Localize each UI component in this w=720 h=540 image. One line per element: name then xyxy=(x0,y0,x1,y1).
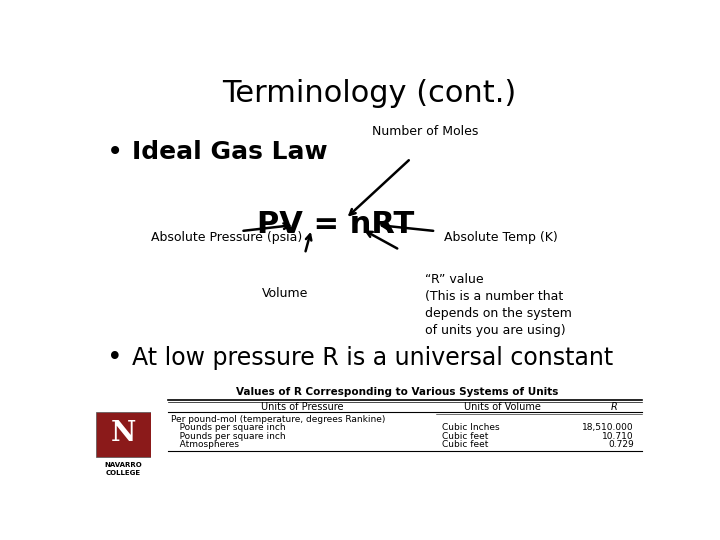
Text: At low pressure R is a universal constant: At low pressure R is a universal constan… xyxy=(132,346,613,370)
Text: Per pound-mol (temperature, degrees Rankine): Per pound-mol (temperature, degrees Rank… xyxy=(171,415,385,424)
Text: PV = nRT: PV = nRT xyxy=(257,211,414,239)
Text: Cubic feet: Cubic feet xyxy=(441,431,488,441)
Text: Cubic feet: Cubic feet xyxy=(441,440,488,449)
Text: 18,510.000: 18,510.000 xyxy=(582,423,634,433)
Text: Atmospheres: Atmospheres xyxy=(171,440,239,449)
Text: •: • xyxy=(107,345,122,371)
Text: Ideal Gas Law: Ideal Gas Law xyxy=(132,140,328,164)
Text: •: • xyxy=(107,138,123,166)
Text: Pounds per square inch: Pounds per square inch xyxy=(171,423,286,433)
Text: Absolute Temp (K): Absolute Temp (K) xyxy=(444,231,558,244)
Text: R: R xyxy=(611,402,618,412)
Text: Values of R Corresponding to Various Systems of Units: Values of R Corresponding to Various Sys… xyxy=(235,387,558,397)
Text: 0.729: 0.729 xyxy=(608,440,634,449)
Text: 10.710: 10.710 xyxy=(603,431,634,441)
Text: Pounds per square inch: Pounds per square inch xyxy=(171,431,286,441)
Text: “R” value
(This is a number that
depends on the system
of units you are using): “R” value (This is a number that depends… xyxy=(425,273,572,337)
Text: Cubic Inches: Cubic Inches xyxy=(441,423,499,433)
Text: Volume: Volume xyxy=(262,287,308,300)
Text: Units of Volume: Units of Volume xyxy=(464,402,541,412)
Text: Terminology (cont.): Terminology (cont.) xyxy=(222,79,516,109)
Text: Number of Moles: Number of Moles xyxy=(372,125,478,138)
Text: Absolute Pressure (psia): Absolute Pressure (psia) xyxy=(151,231,302,244)
Text: Units of Pressure: Units of Pressure xyxy=(261,402,343,412)
